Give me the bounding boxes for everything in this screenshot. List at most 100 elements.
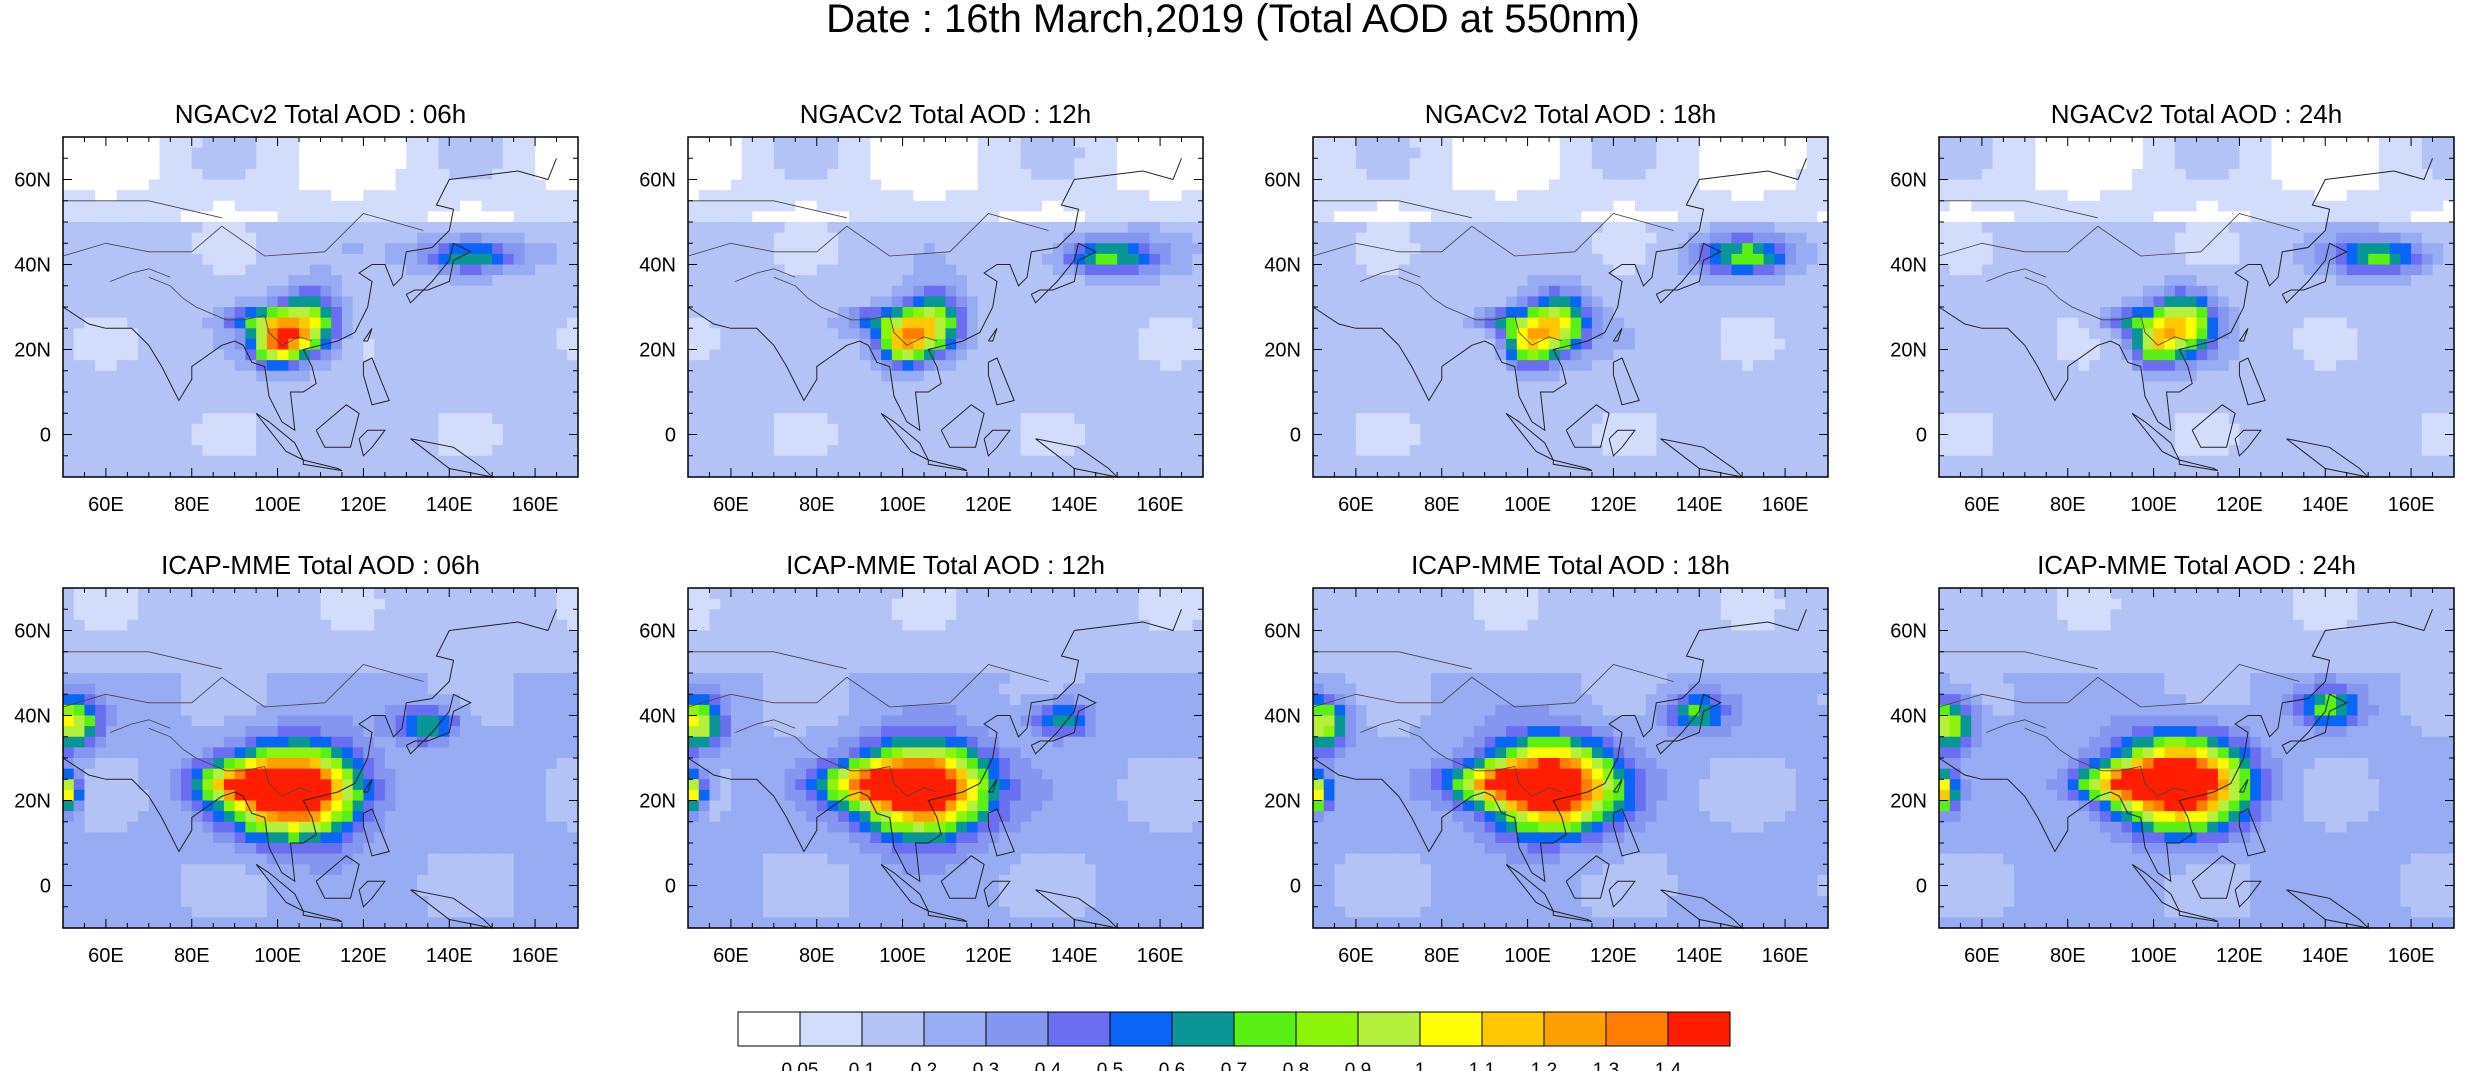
lat-tick-label: 40N	[639, 706, 676, 728]
lon-tick-label: 100E	[2130, 945, 2177, 967]
map-panel: NGACv2 Total AOD : 06h 60E 80E 100E 120E 140E…	[14, 99, 579, 516]
lon-tick-label: 80E	[2050, 494, 2086, 516]
colorbar-label: 0.6	[1159, 1060, 1185, 1071]
lon-tick-label: 140E	[1676, 494, 1723, 516]
colorbar-swatch	[985, 1011, 1049, 1047]
coastlines	[687, 609, 1182, 929]
panel-title: NGACv2 Total AOD : 18h	[1425, 99, 1716, 129]
colorbar-label: 0.05	[782, 1060, 819, 1071]
lat-tick-label: 0	[1916, 876, 1927, 898]
lon-tick-label: 80E	[174, 494, 210, 516]
lon-tick-label: 140E	[2302, 494, 2349, 516]
map-panel: ICAP-MME Total AOD : 06h 60E 80E 100E 120E 14…	[14, 550, 579, 967]
axis-ticks	[62, 587, 579, 929]
lat-tick-label: 20N	[1890, 791, 1927, 813]
lat-tick-label: 0	[665, 876, 676, 898]
lon-tick-label: 80E	[1424, 494, 1460, 516]
lon-tick-label: 160E	[512, 494, 559, 516]
lat-tick-label: 40N	[1264, 706, 1301, 728]
panel-title: ICAP-MME Total AOD : 12h	[786, 550, 1105, 580]
aod-field	[688, 137, 1204, 478]
lon-tick-label: 60E	[1338, 494, 1374, 516]
colorbar-swatch	[1109, 1011, 1173, 1047]
lon-tick-label: 120E	[965, 494, 1012, 516]
panel-title: ICAP-MME Total AOD : 06h	[161, 550, 480, 580]
colorbar-label: 0.9	[1345, 1060, 1371, 1071]
lon-tick-label: 140E	[426, 494, 473, 516]
colorbar-label: 0.7	[1221, 1060, 1247, 1071]
lon-tick-label: 140E	[426, 945, 473, 967]
lon-tick-label: 160E	[1762, 494, 1809, 516]
map-panel: NGACv2 Total AOD : 12h 60E 80E 100E 120E 140E…	[639, 99, 1204, 516]
colorbar-label: 0.3	[973, 1060, 999, 1071]
lat-tick-label: 40N	[1890, 255, 1927, 277]
panel-title: ICAP-MME Total AOD : 24h	[2037, 550, 2356, 580]
colorbar-label: 1.3	[1593, 1060, 1619, 1071]
colorbar-swatch	[1047, 1011, 1111, 1047]
lon-tick-label: 160E	[2388, 494, 2435, 516]
lon-tick-label: 80E	[2050, 945, 2086, 967]
colorbar-label: 0.5	[1097, 1060, 1123, 1071]
coastlines	[1312, 609, 1807, 929]
lon-tick-label: 140E	[2302, 945, 2349, 967]
lon-tick-label: 60E	[713, 945, 749, 967]
lon-tick-label: 100E	[879, 494, 926, 516]
lat-tick-label: 60N	[1264, 170, 1301, 192]
panel-title: NGACv2 Total AOD : 12h	[800, 99, 1091, 129]
national-borders	[1312, 200, 1674, 346]
lat-tick-label: 20N	[1264, 340, 1301, 362]
lon-tick-label: 120E	[2216, 945, 2263, 967]
map-panel: ICAP-MME Total AOD : 12h 60E 80E 100E 120E 14…	[639, 550, 1204, 967]
lon-tick-label: 80E	[799, 945, 835, 967]
lat-tick-label: 0	[1290, 425, 1301, 447]
lon-tick-label: 120E	[1590, 494, 1637, 516]
lon-tick-label: 80E	[1424, 945, 1460, 967]
lon-tick-label: 80E	[174, 945, 210, 967]
lon-tick-label: 80E	[799, 494, 835, 516]
lat-tick-label: 0	[40, 876, 51, 898]
lon-tick-label: 100E	[254, 494, 301, 516]
national-borders	[1938, 651, 2300, 797]
lat-tick-label: 20N	[1890, 340, 1927, 362]
lon-tick-label: 100E	[1504, 494, 1551, 516]
colorbar-label: 0.4	[1035, 1060, 1062, 1071]
aod-field	[688, 588, 1204, 929]
lat-tick-label: 0	[1916, 425, 1927, 447]
national-borders	[687, 651, 1049, 797]
coastlines	[687, 158, 1182, 478]
national-borders	[62, 651, 424, 797]
lon-tick-label: 60E	[713, 494, 749, 516]
lon-tick-label: 160E	[2388, 945, 2435, 967]
lon-tick-label: 60E	[1964, 494, 2000, 516]
figure-title: Date : 16th March,2019 (Total AOD at 550…	[826, 0, 1640, 41]
national-borders	[62, 200, 424, 346]
lon-tick-label: 140E	[1051, 945, 1098, 967]
colorbar-swatch	[737, 1011, 801, 1047]
aod-field	[1313, 137, 1829, 478]
lat-tick-label: 60N	[1890, 621, 1927, 643]
lat-tick-label: 40N	[1890, 706, 1927, 728]
lon-tick-label: 160E	[512, 945, 559, 967]
colorbar-swatch	[1171, 1011, 1235, 1047]
axis-ticks	[1312, 136, 1829, 478]
axis-ticks	[1312, 587, 1829, 929]
lat-tick-label: 40N	[14, 706, 51, 728]
axis-ticks	[62, 136, 579, 478]
aod-field	[63, 588, 579, 929]
panel-title: ICAP-MME Total AOD : 18h	[1411, 550, 1730, 580]
panel-title: NGACv2 Total AOD : 06h	[175, 99, 466, 129]
lon-tick-label: 120E	[965, 945, 1012, 967]
lat-tick-label: 20N	[14, 791, 51, 813]
lon-tick-label: 100E	[254, 945, 301, 967]
colorbar-label: 1	[1415, 1060, 1426, 1071]
lon-tick-label: 140E	[1051, 494, 1098, 516]
lon-tick-label: 60E	[1964, 945, 2000, 967]
lat-tick-label: 20N	[14, 340, 51, 362]
colorbar-swatch	[799, 1011, 863, 1047]
lat-tick-label: 40N	[1264, 255, 1301, 277]
colorbar-swatch	[1605, 1011, 1669, 1047]
coastlines	[1938, 609, 2433, 929]
map-panel: ICAP-MME Total AOD : 18h 60E 80E 100E 120E 14…	[1264, 550, 1829, 967]
lat-tick-label: 60N	[1890, 170, 1927, 192]
lon-tick-label: 160E	[1762, 945, 1809, 967]
